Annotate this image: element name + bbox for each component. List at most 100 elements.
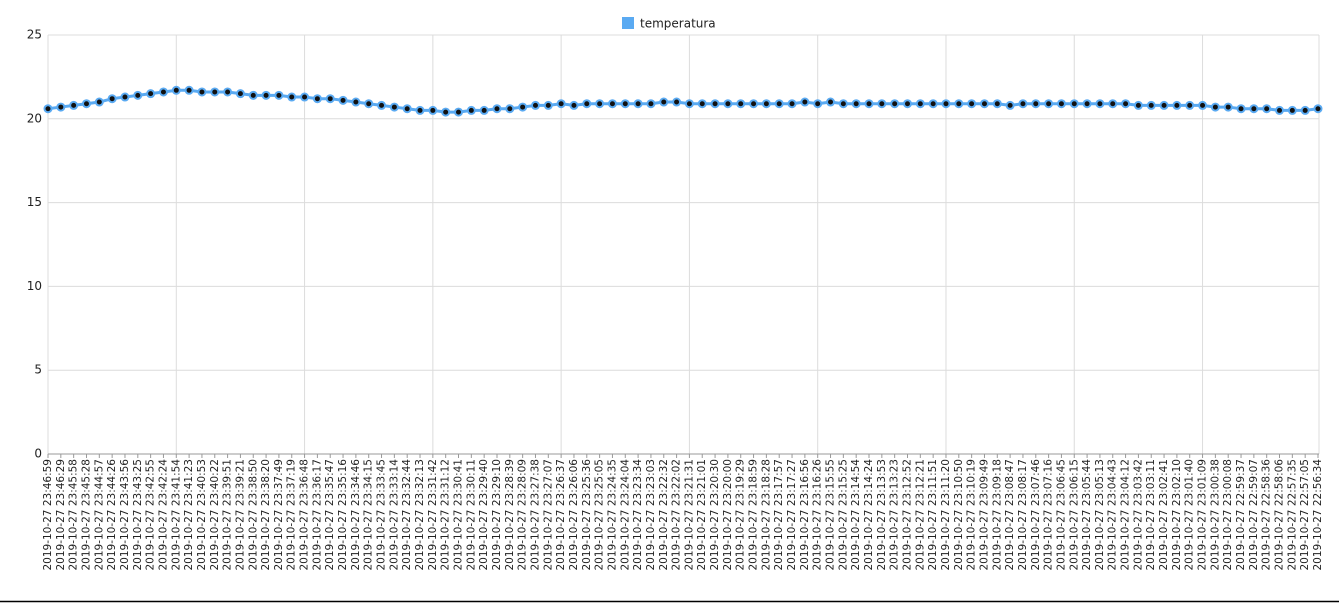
point: [595, 99, 605, 109]
legend-swatch: [622, 17, 634, 29]
x-tick-label: 2019-10-27 23:10:19: [966, 459, 978, 571]
point: [672, 97, 682, 107]
point: [1121, 99, 1131, 109]
x-tick-label: 2019-10-27 23:00:08: [1222, 459, 1234, 571]
point: [1018, 99, 1028, 109]
point: [1275, 105, 1285, 115]
point: [1198, 100, 1208, 110]
point: [543, 100, 553, 110]
x-tick-label: 2019-10-27 23:06:45: [1055, 459, 1067, 571]
x-tick-label: 2019-10-27 23:36:17: [311, 459, 323, 571]
point: [1172, 100, 1182, 110]
point: [1082, 99, 1092, 109]
point: [877, 99, 887, 109]
x-tick-label: 2019-10-27 23:46:29: [55, 459, 67, 571]
point: [184, 85, 194, 95]
x-tick-label: 2019-10-27 23:33:45: [376, 459, 388, 571]
point: [902, 99, 912, 109]
point: [518, 102, 528, 112]
x-tick-label: 2019-10-27 23:22:32: [658, 459, 670, 571]
x-tick-label: 2019-10-27 23:04:12: [1120, 459, 1132, 571]
x-tick-label: 2019-10-27 23:21:01: [696, 459, 708, 571]
x-tick-label: 2019-10-27 23:02:10: [1171, 459, 1183, 571]
point: [1262, 104, 1272, 114]
point: [492, 104, 502, 114]
point: [94, 97, 104, 107]
point: [197, 87, 207, 97]
x-tick-label: 2019-10-27 23:25:36: [581, 459, 593, 571]
point: [659, 97, 669, 107]
point: [864, 99, 874, 109]
point: [954, 99, 964, 109]
x-tick-label: 2019-10-27 23:32:44: [401, 459, 413, 571]
point: [1095, 99, 1105, 109]
y-tick-label: 20: [27, 111, 42, 125]
x-tick-label: 2019-10-27 23:37:49: [273, 459, 285, 571]
x-tick-label: 2019-10-27 23:00:38: [1209, 459, 1221, 571]
point: [210, 87, 220, 97]
point: [1069, 99, 1079, 109]
x-tick-label: 2019-10-27 23:24:35: [606, 459, 618, 571]
x-tick-label: 2019-10-27 23:10:50: [953, 459, 965, 571]
x-tick-label: 2019-10-27 23:33:14: [388, 459, 400, 571]
x-tick-label: 2019-10-27 23:46:59: [42, 459, 54, 571]
x-tick-label: 2019-10-27 23:45:28: [80, 459, 92, 571]
point: [1313, 104, 1323, 114]
x-tick-label: 2019-10-27 23:40:53: [196, 459, 208, 571]
point: [761, 99, 771, 109]
point: [749, 99, 759, 109]
point: [684, 99, 694, 109]
x-tick-label: 2019-10-27 23:18:28: [760, 459, 772, 571]
point: [928, 99, 938, 109]
point: [1146, 100, 1156, 110]
point: [890, 99, 900, 109]
point: [287, 92, 297, 102]
x-tick-label: 2019-10-27 23:42:55: [145, 459, 157, 571]
x-tick-label: 2019-10-27 23:26:06: [568, 459, 580, 571]
point: [505, 104, 515, 114]
x-tick-label: 2019-10-27 22:57:05: [1299, 459, 1311, 571]
x-tick-label: 2019-10-27 23:40:22: [209, 459, 221, 571]
point: [389, 102, 399, 112]
point: [607, 99, 617, 109]
x-tick-label: 2019-10-27 23:27:07: [542, 459, 554, 571]
point: [325, 94, 335, 104]
point: [1005, 100, 1015, 110]
x-tick-label: 2019-10-27 22:58:06: [1274, 459, 1286, 571]
point: [81, 99, 91, 109]
x-tick-label: 2019-10-27 23:13:53: [876, 459, 888, 571]
point: [633, 99, 643, 109]
point: [1287, 105, 1297, 115]
x-tick-label: 2019-10-27 22:59:07: [1248, 459, 1260, 571]
x-tick-label: 2019-10-27 23:16:26: [812, 459, 824, 571]
y-tick-label: 10: [27, 279, 42, 293]
line: [47, 88, 1319, 114]
x-tick-label: 2019-10-27 23:04:43: [1107, 459, 1119, 571]
point: [1031, 99, 1041, 109]
x-tick-label: 2019-10-27 23:13:23: [889, 459, 901, 571]
x-tick-label: 2019-10-27 23:43:56: [119, 459, 131, 571]
x-tick-label: 2019-10-27 23:42:24: [157, 459, 169, 571]
x-tick-label: 2019-10-27 23:02:41: [1158, 459, 1170, 571]
x-tick-label: 2019-10-27 23:39:21: [234, 459, 246, 571]
x-tick-label: 2019-10-27 23:24:04: [619, 459, 631, 571]
x-tick-label: 2019-10-27 23:09:18: [991, 459, 1003, 571]
point: [274, 90, 284, 100]
point: [1108, 99, 1118, 109]
point: [146, 89, 156, 99]
point: [787, 99, 797, 109]
point: [351, 97, 361, 107]
x-tick-label: 2019-10-27 23:41:54: [170, 459, 182, 571]
point: [158, 87, 168, 97]
x-tick-label: 2019-10-27 23:28:39: [504, 459, 516, 571]
point: [1185, 100, 1195, 110]
point: [800, 97, 810, 107]
point: [364, 99, 374, 109]
point: [774, 99, 784, 109]
x-tick-label: 2019-10-27 23:29:40: [478, 459, 490, 571]
point: [851, 99, 861, 109]
x-tick-label: 2019-10-27 23:17:27: [786, 459, 798, 571]
x-tick-label: 2019-10-27 23:12:52: [901, 459, 913, 571]
point: [838, 99, 848, 109]
